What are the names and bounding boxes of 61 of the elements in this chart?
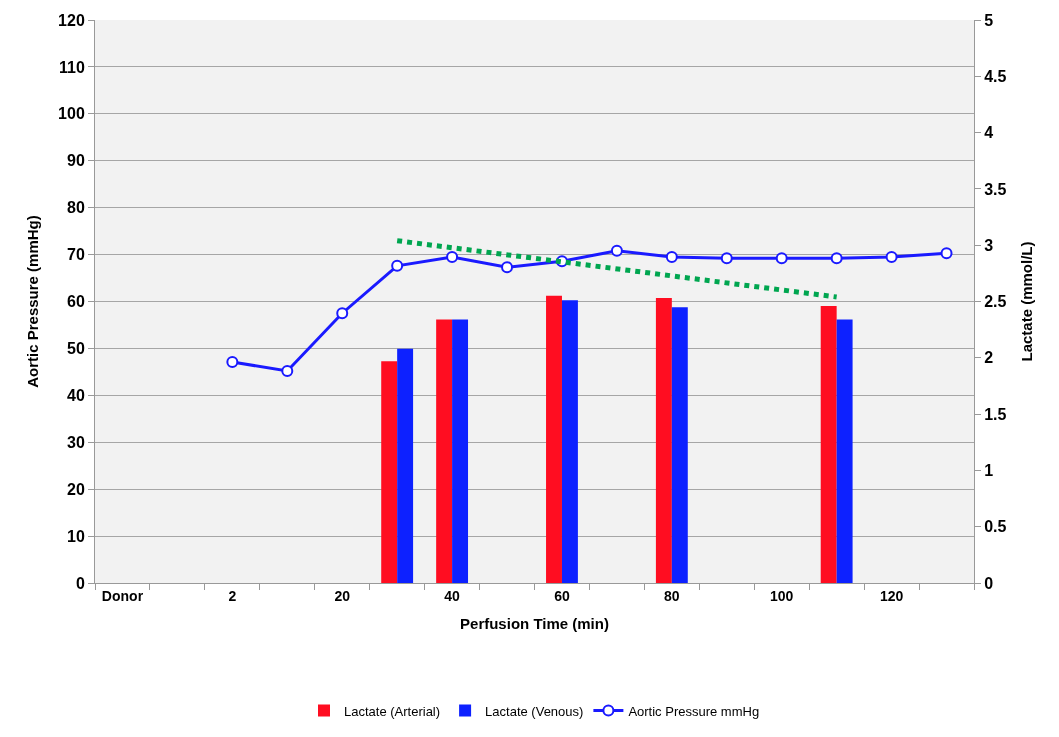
bar <box>820 306 837 583</box>
y2-tick-label: 4.5 <box>984 67 1007 85</box>
y-tick-label: 40 <box>67 386 85 404</box>
bar <box>671 307 688 583</box>
y-tick-label: 110 <box>58 58 85 76</box>
y-axis-title: Aortic Pressure (mmHg) <box>24 215 42 388</box>
y-tick-label: 60 <box>67 293 85 311</box>
bar <box>381 361 398 583</box>
y-tick-label: 0 <box>75 574 85 592</box>
point <box>281 364 294 377</box>
x-tick-label: 60 <box>554 587 570 604</box>
y2-tick-label: 3 <box>984 236 994 254</box>
bar <box>561 300 578 583</box>
x-tick-label: 100 <box>770 587 794 604</box>
y-tick-label: 90 <box>67 152 85 170</box>
y2-tick-label: 0 <box>984 574 994 592</box>
point <box>830 252 843 265</box>
point <box>665 250 678 263</box>
y2-tick-label: 1.5 <box>984 405 1007 423</box>
y2-tick-label: 3.5 <box>984 180 1007 198</box>
y2-tick-label: 4 <box>984 124 994 142</box>
y-tick-label: 80 <box>67 199 85 217</box>
bar <box>546 295 562 583</box>
point <box>336 307 349 320</box>
point <box>775 252 788 265</box>
bar <box>836 319 853 583</box>
y-tick-label: 100 <box>58 105 85 123</box>
point <box>446 250 459 263</box>
x-tick-label: Donor <box>101 587 144 604</box>
point <box>501 261 514 274</box>
point <box>610 244 623 257</box>
y-tick-label: 20 <box>67 480 85 498</box>
legend-label: Lactate (Arterial) <box>344 703 441 719</box>
x-axis-title: Perfusion Time (min) <box>460 614 609 632</box>
legend-label: Lactate (Venous) <box>485 703 584 719</box>
point <box>720 252 733 265</box>
point <box>391 259 404 272</box>
y2-tick-label: 0.5 <box>984 518 1007 536</box>
y-tick-label: 10 <box>67 527 85 545</box>
x-tick-label: 80 <box>664 587 680 604</box>
point <box>885 250 898 263</box>
y2-tick-label: 2 <box>984 349 994 367</box>
x-tick-label: 2 <box>228 587 237 604</box>
y2-tick-label: 1 <box>984 462 994 479</box>
x-tick-label: 40 <box>444 587 461 604</box>
y-tick-label: 30 <box>67 433 85 451</box>
bar <box>655 298 672 583</box>
y2-axis-title: Lactate (mmol/L) <box>1017 241 1035 362</box>
y2-tick-label: 5 <box>984 11 994 29</box>
point <box>940 247 953 260</box>
legend-label: Aortic Pressure mmHg <box>628 703 760 719</box>
y2-tick-label: 2.5 <box>984 293 1007 311</box>
x-tick-label: 20 <box>334 587 351 604</box>
y-tick-label: 50 <box>67 340 85 358</box>
bar <box>397 348 414 583</box>
bar <box>452 319 469 583</box>
y-tick-label: 120 <box>58 11 85 29</box>
x-tick-label: 120 <box>879 587 904 604</box>
y-tick-label: 70 <box>67 246 85 264</box>
bar <box>436 319 453 583</box>
point <box>226 356 239 369</box>
